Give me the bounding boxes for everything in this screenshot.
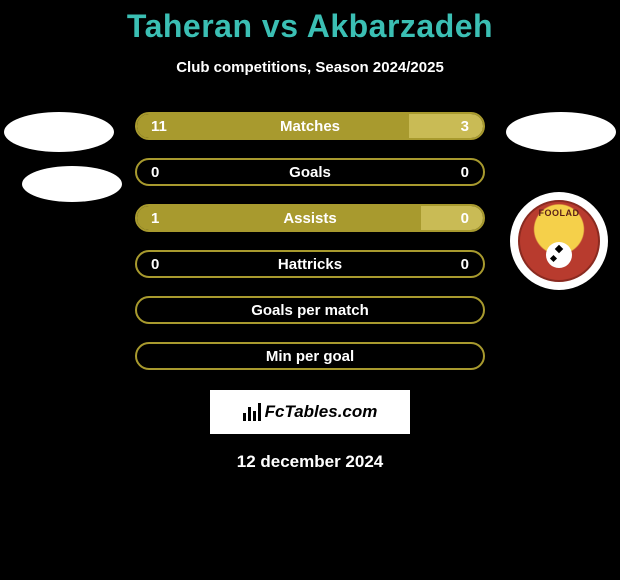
player1-name: Taheran [127, 8, 253, 44]
stat-row: 10Assists [135, 204, 485, 232]
team-logo-right-1 [506, 112, 616, 152]
player2-name: Akbarzadeh [307, 8, 493, 44]
stat-row: Goals per match [135, 296, 485, 324]
badge-text: FOOLAD [520, 208, 598, 218]
stat-label: Hattricks [137, 256, 483, 273]
stat-label: Goals per match [137, 302, 483, 319]
bars-icon [243, 403, 261, 421]
team-logo-left-2 [22, 166, 122, 202]
date-text: 12 december 2024 [0, 452, 620, 472]
stat-label: Min per goal [137, 348, 483, 365]
team-badge-right: FOOLAD [510, 192, 608, 290]
soccer-ball-icon [546, 242, 572, 268]
stat-row: 113Matches [135, 112, 485, 140]
team-logo-left-1 [4, 112, 114, 152]
subtitle: Club competitions, Season 2024/2025 [0, 59, 620, 76]
stat-row: Min per goal [135, 342, 485, 370]
content-area: FOOLAD 113Matches 00Goals 10Assists 00Hattr… [0, 112, 620, 370]
brand-footer: FcTables.com [210, 390, 410, 434]
comparison-title: Taheran vs Akbarzadeh [0, 0, 620, 45]
stat-bars-container: 113Matches 00Goals 10Assists 00Hattricks Goa… [135, 112, 485, 370]
badge-graphic: FOOLAD [518, 200, 600, 282]
stat-label: Goals [137, 164, 483, 181]
stat-row: 00Hattricks [135, 250, 485, 278]
stat-label: Matches [137, 118, 483, 135]
stat-row: 00Goals [135, 158, 485, 186]
stat-label: Assists [137, 210, 483, 227]
brand-text: FcTables.com [265, 402, 378, 422]
vs-text: vs [262, 8, 299, 44]
